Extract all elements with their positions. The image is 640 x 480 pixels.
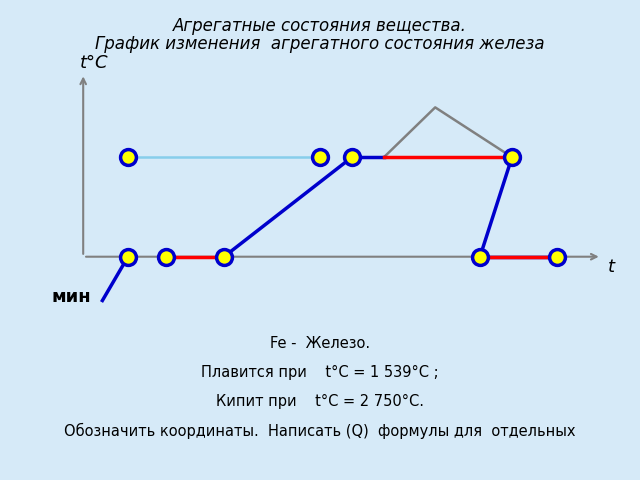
Text: Агрегатные состояния вещества.: Агрегатные состояния вещества.: [173, 17, 467, 35]
Text: t: t: [608, 258, 615, 276]
Text: Обозначить координаты.  Написать (Q)  формулы для  отдельных: Обозначить координаты. Написать (Q) форм…: [64, 422, 576, 439]
Point: [347, 153, 357, 161]
Point: [315, 153, 325, 161]
Text: Fe -  Железо.: Fe - Железо.: [270, 336, 370, 351]
Point: [123, 153, 133, 161]
Text: Плавится при    t°C = 1 539°C ;: Плавится при t°C = 1 539°C ;: [201, 365, 439, 380]
Point: [552, 253, 562, 261]
Point: [475, 253, 485, 261]
Text: Кипит при    t°C = 2 750°C.: Кипит при t°C = 2 750°C.: [216, 394, 424, 408]
Point: [507, 153, 517, 161]
Point: [161, 253, 172, 261]
Text: График изменения  агрегатного состояния железа: График изменения агрегатного состояния ж…: [95, 35, 545, 53]
Point: [123, 253, 133, 261]
Text: мин: мин: [51, 288, 91, 306]
Text: t°C: t°C: [80, 54, 109, 72]
Point: [219, 253, 229, 261]
